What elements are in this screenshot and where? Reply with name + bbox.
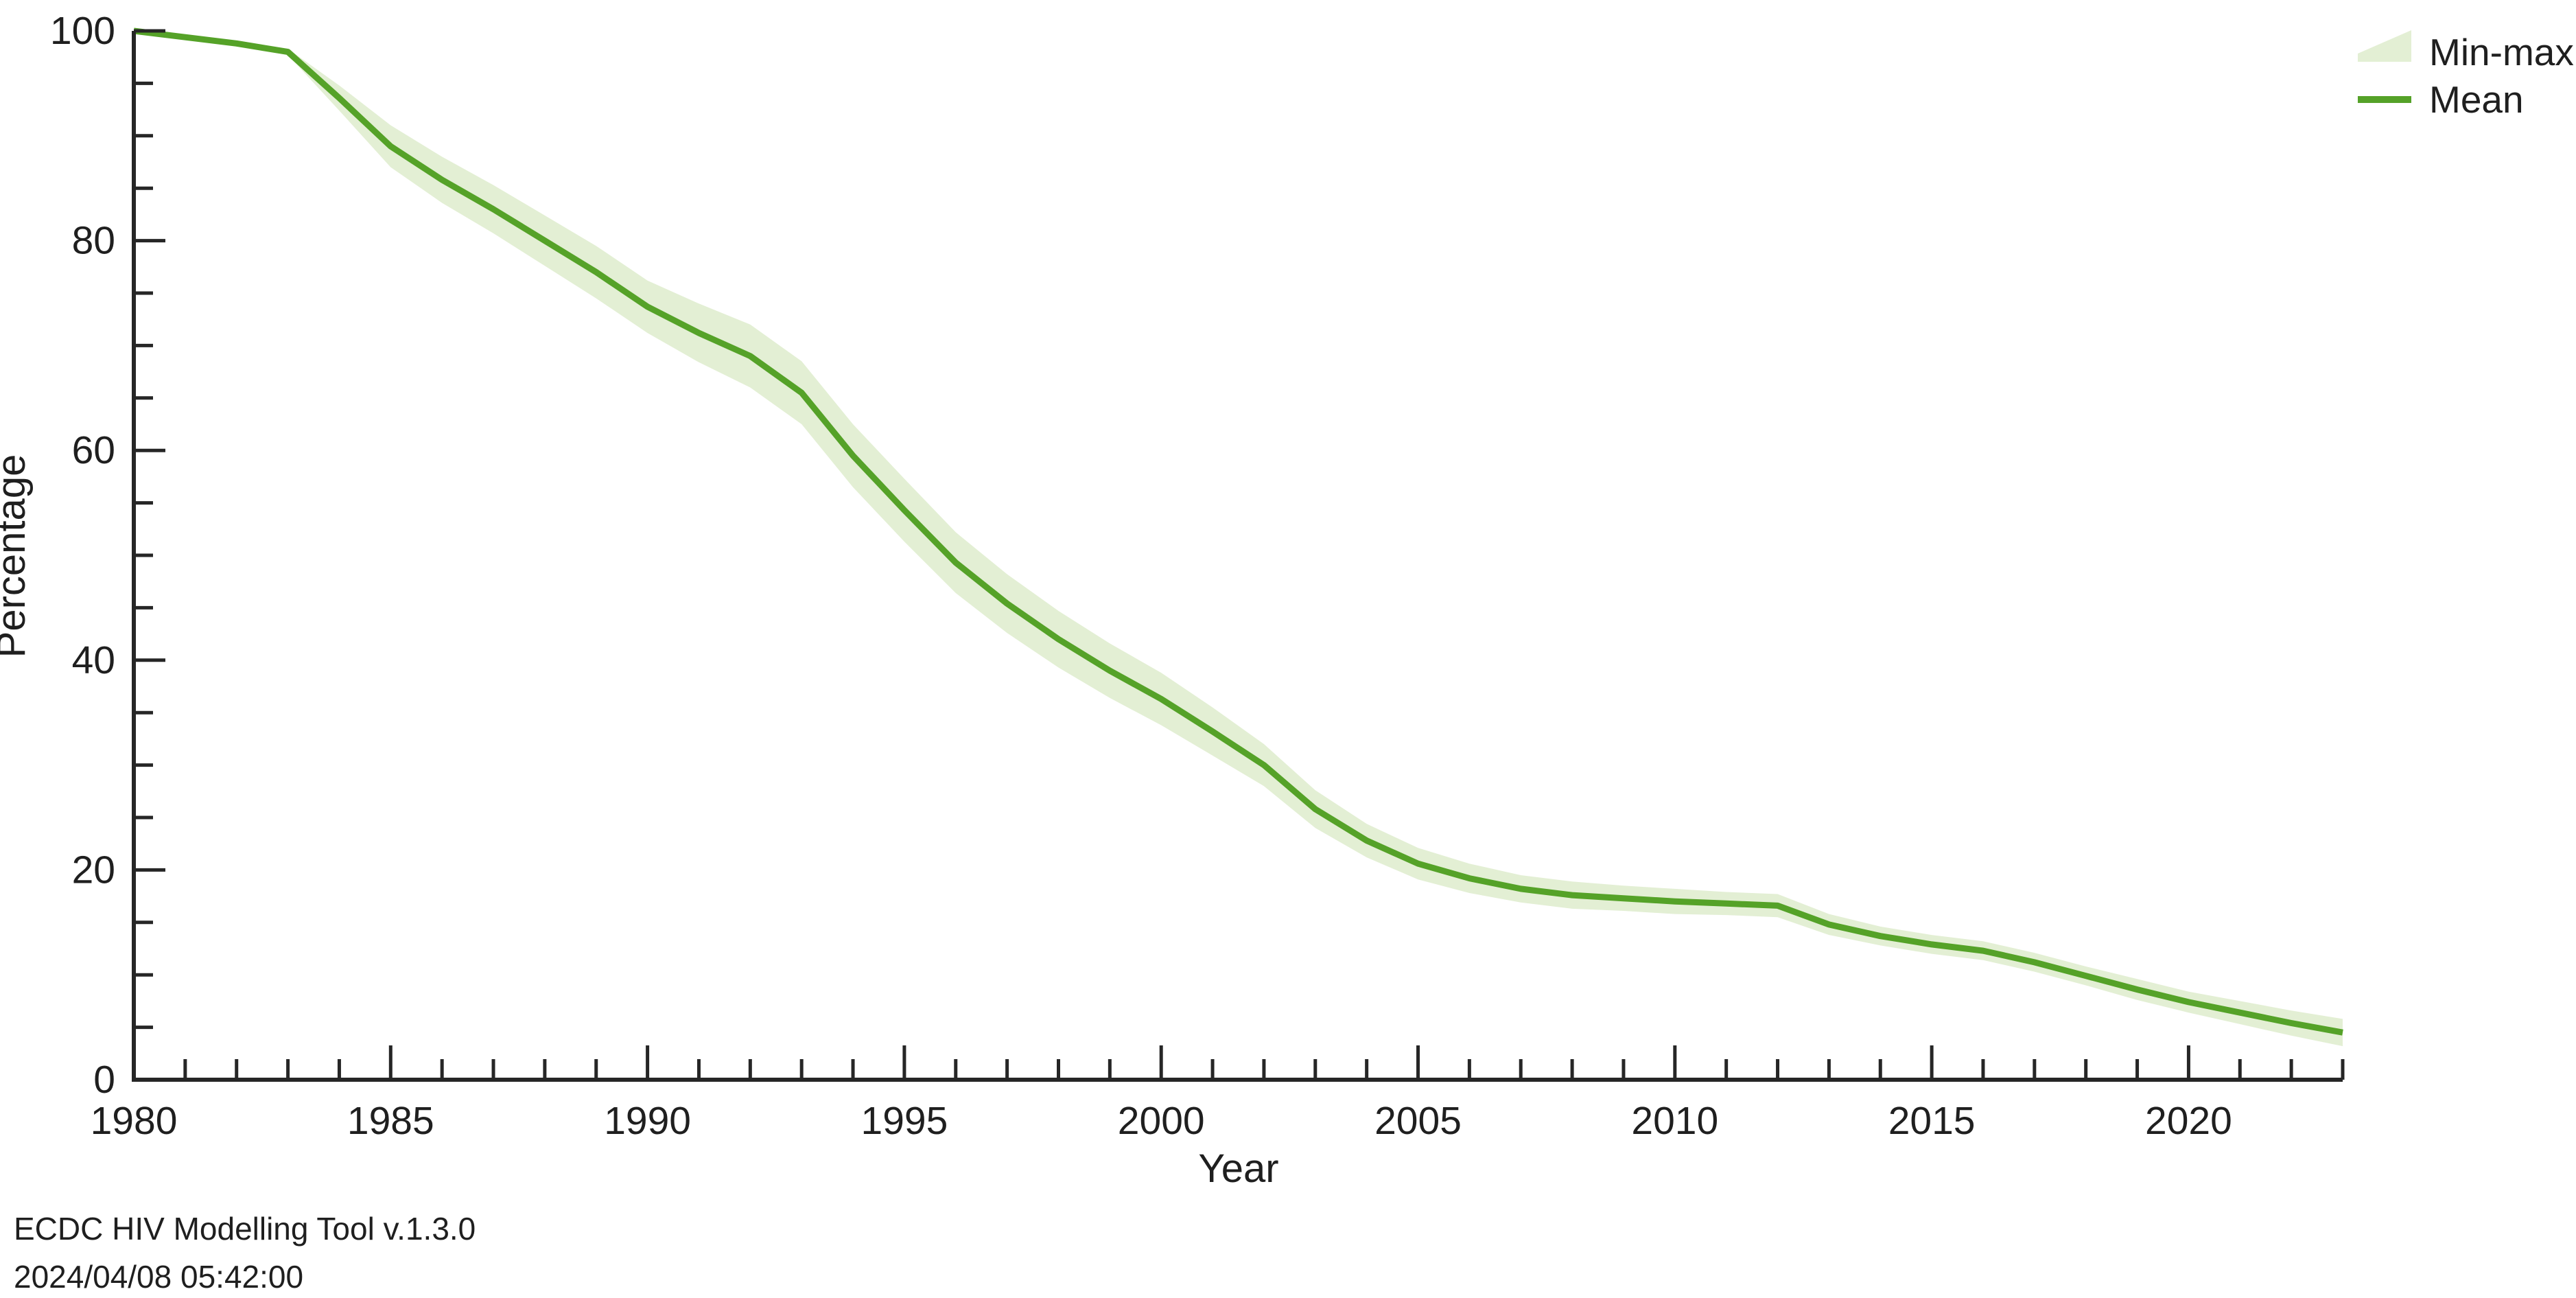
minmax-area-swatch-icon — [2358, 30, 2411, 62]
x-tick-label: 2015 — [1888, 1099, 1976, 1143]
y-tick-label: 0 — [93, 1058, 115, 1102]
axis-ticks — [132, 29, 2345, 1082]
x-tick-label: 2005 — [1374, 1099, 1462, 1143]
x-tick-label: 1985 — [347, 1099, 434, 1143]
minmax-band — [134, 31, 2343, 1047]
footer-tool-version: ECDC HIV Modelling Tool v.1.3.0 — [14, 1211, 476, 1247]
x-tick-label: 1995 — [861, 1099, 948, 1143]
mean-series-line — [133, 27, 2343, 1036]
x-tick-label: 1980 — [91, 1099, 178, 1143]
y-axis-title: Percentage — [0, 454, 34, 658]
y-tick-label: 80 — [72, 219, 115, 263]
mean-line — [133, 27, 2343, 1036]
y-tick-label: 60 — [72, 428, 115, 472]
x-axis-title: Year — [1198, 1146, 1278, 1191]
x-tick-label: 2000 — [1118, 1099, 1205, 1143]
y-tick-label: 100 — [50, 9, 115, 53]
footer-timestamp: 2024/04/08 05:42:00 — [14, 1259, 303, 1295]
x-tick-label: 2020 — [2145, 1099, 2232, 1143]
y-tick-label: 20 — [72, 848, 115, 892]
y-tick-label: 40 — [72, 638, 115, 682]
legend: Min-max Mean — [2358, 30, 2574, 121]
x-tick-label: 2010 — [1631, 1099, 1718, 1143]
minmax-band-area — [134, 31, 2343, 1047]
x-tick-label: 1990 — [604, 1099, 691, 1143]
axis-tick-labels: 0 20 40 60 80 100 1980 1985 1990 1995 2000 2005 2010… — [50, 9, 2232, 1143]
legend-label-mean: Mean — [2429, 78, 2524, 121]
legend-label-minmax: Min-max — [2429, 31, 2574, 73]
